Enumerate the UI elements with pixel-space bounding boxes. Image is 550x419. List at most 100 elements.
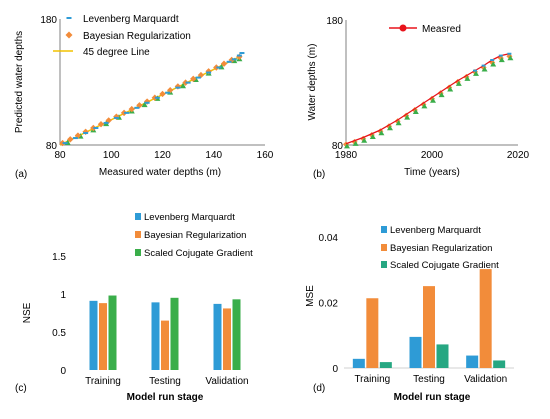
- series-marker-triangle: [507, 55, 514, 61]
- bar: [161, 320, 169, 370]
- scatter-point-dash: [216, 66, 222, 69]
- x-tick-label: 160: [257, 150, 274, 161]
- bar: [466, 355, 479, 368]
- scatter-point-diamond: [174, 83, 182, 90]
- scatter-point-dash: [165, 91, 171, 94]
- x-category-label: Training: [85, 376, 121, 387]
- scatter-point-dash: [185, 81, 191, 84]
- scatter-point-diamond: [159, 90, 166, 98]
- scatter-point-diamond: [228, 56, 235, 64]
- y-tick-label: 180: [40, 15, 57, 26]
- panel-label: (b): [313, 169, 325, 180]
- scatter-point-triangle: [180, 82, 186, 89]
- y-tick-label: 1.5: [52, 252, 66, 263]
- y-axis-title: MSE: [305, 285, 316, 307]
- legend-swatch: [135, 249, 141, 256]
- legend-swatch: [381, 226, 387, 233]
- x-tick-label: 80: [54, 150, 66, 161]
- y-tick-label: 0.02: [319, 299, 339, 310]
- x-tick-label: 2020: [507, 150, 530, 161]
- x-tick-label: 120: [154, 150, 171, 161]
- scatter-point-diamond: [197, 71, 205, 79]
- scatter-point-dash: [175, 86, 181, 89]
- scatter-point-diamond: [128, 105, 135, 113]
- scatter-point-dash: [134, 106, 140, 109]
- scatter-point-dash: [226, 60, 232, 63]
- x-category-label: Validation: [205, 376, 248, 387]
- scatter-point-diamond: [90, 124, 97, 132]
- y-tick-label: 80: [46, 141, 58, 152]
- scatter-point-dash: [124, 111, 130, 114]
- scatter-point-diamond: [67, 136, 74, 143]
- scatter-point-diamond: [120, 109, 128, 117]
- bar: [232, 299, 241, 370]
- x-axis-title: Time (years): [404, 167, 460, 178]
- scatter-point-diamond: [136, 102, 143, 109]
- series-marker-triangle: [378, 130, 385, 136]
- legend-marker-diamond: [65, 31, 73, 39]
- series-marker-dash: [490, 59, 495, 61]
- y-tick-label: 1: [60, 290, 66, 301]
- bar: [493, 360, 506, 368]
- series-marker-triangle: [455, 80, 462, 86]
- legend-marker-dash: [66, 17, 72, 19]
- legend-label: Bayesian Regularization: [144, 230, 246, 241]
- legend-label: Bayesian Regularization: [83, 31, 191, 42]
- x-axis-title: Measured water depths (m): [99, 167, 221, 178]
- bar: [223, 308, 231, 370]
- series-marker-triangle: [481, 66, 488, 72]
- bar: [170, 297, 179, 370]
- series-marker-triangle: [464, 75, 471, 81]
- series-marker-triangle: [473, 70, 479, 76]
- legend-label: Levenberg Marquardt: [144, 212, 235, 223]
- scatter-point-dash: [62, 142, 68, 145]
- legend-label: Measred: [422, 24, 461, 35]
- x-category-label: Training: [354, 374, 390, 385]
- series-marker-triangle: [387, 125, 393, 131]
- scatter-point-dash: [231, 58, 237, 61]
- y-axis-title: NSE: [22, 302, 33, 323]
- scatter-point-dash: [239, 52, 245, 55]
- bar: [479, 269, 492, 368]
- legend-marker-circle: [399, 24, 407, 32]
- x-category-label: Validation: [464, 374, 507, 385]
- series-marker-dash: [507, 52, 512, 55]
- x-tick-label: 100: [103, 150, 120, 161]
- x-tick-label: 140: [205, 150, 222, 161]
- scatter-point-triangle: [141, 101, 148, 108]
- series-marker-triangle: [404, 114, 411, 120]
- bar: [151, 302, 160, 370]
- bar: [409, 336, 422, 368]
- series-marker-triangle: [361, 137, 368, 143]
- scatter-point-diamond: [182, 79, 189, 86]
- legend-label: Scaled Cojugate Gradient: [390, 260, 499, 271]
- scatter-point-diamond: [59, 139, 66, 147]
- bar: [89, 300, 98, 370]
- scatter-point-diamond: [205, 68, 212, 75]
- legend-swatch: [381, 261, 387, 268]
- series-marker-dash: [481, 64, 486, 67]
- series-marker-triangle: [369, 134, 376, 139]
- scatter-point-dash: [144, 101, 150, 104]
- scatter-point-diamond: [97, 121, 105, 128]
- bar: [379, 362, 392, 368]
- series-marker-triangle: [430, 97, 436, 103]
- series-marker-triangle: [447, 86, 454, 92]
- x-tick-label: 1980: [335, 150, 358, 161]
- x-axis-title: Model run stage: [394, 392, 471, 403]
- x-category-label: Testing: [413, 374, 445, 385]
- series-marker-dash: [498, 54, 503, 57]
- legend-label: Bayesian Regularization: [390, 243, 492, 254]
- scatter-point-diamond: [190, 75, 197, 83]
- series-marker-triangle: [344, 143, 350, 149]
- series-marker-triangle: [490, 61, 497, 67]
- scatter-point-dash: [236, 54, 242, 57]
- scatter-point-dash: [154, 96, 160, 99]
- scatter-point-diamond: [166, 86, 174, 94]
- legend-label: 45 degree Line: [83, 47, 150, 58]
- scatter-point-dash: [83, 132, 89, 135]
- y-tick-label: 0.04: [319, 233, 339, 244]
- scatter-point-dash: [103, 121, 109, 124]
- scatter-point-diamond: [143, 98, 151, 105]
